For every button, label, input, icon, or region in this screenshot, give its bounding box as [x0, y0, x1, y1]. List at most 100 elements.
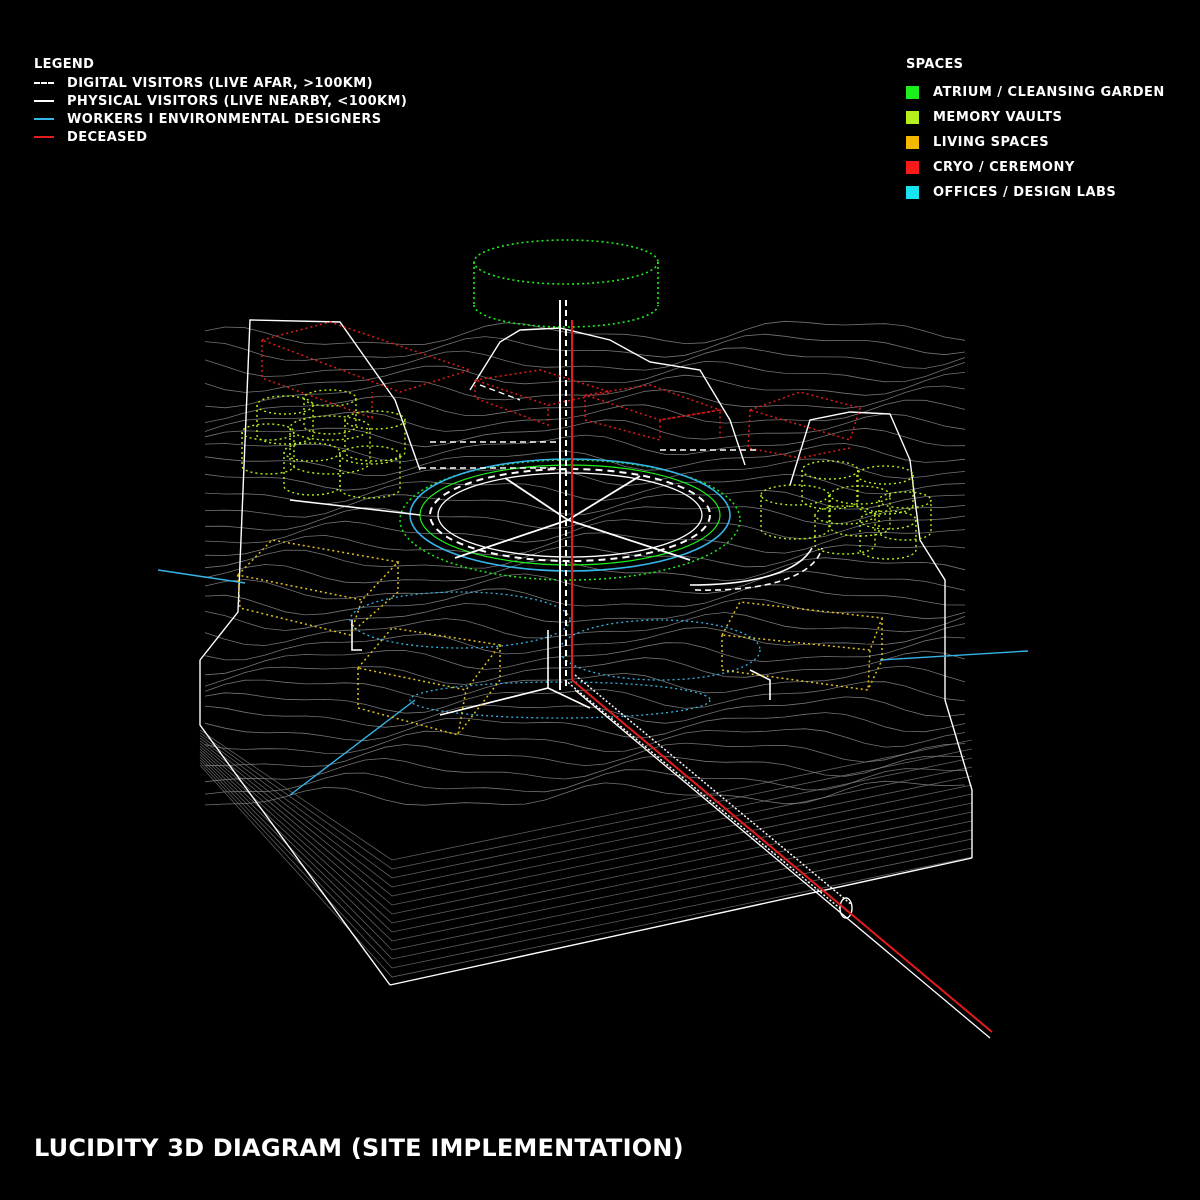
vault-cylinder-body: [344, 420, 406, 462]
atrium-color-swatch: [906, 86, 919, 99]
contour-line: [204, 636, 966, 676]
physical-visitor-paths: [289, 499, 823, 716]
workers-lower-ring-left: [349, 591, 571, 649]
cryo-box-right-side: [747, 409, 851, 459]
digital-visitor-paths: [420, 384, 760, 469]
atrium-cylinder-base: [473, 304, 659, 328]
atrium-rings: [399, 458, 741, 581]
contour-line: [204, 489, 966, 518]
contour-line: [204, 505, 966, 531]
base-layer-line: [199, 759, 973, 960]
terrain-right-peak: [789, 411, 973, 858]
base-layer-line: [199, 745, 973, 915]
vault-cylinder-body: [801, 470, 859, 510]
atrium-spokes: [454, 475, 691, 561]
legend-item-label: DECEASED: [67, 129, 148, 145]
contour-line: [204, 360, 966, 393]
path-stub-left: [351, 620, 362, 651]
base-layer-line: [199, 751, 973, 933]
cryo-volumes: [259, 321, 861, 459]
worker-routes: [157, 569, 1029, 796]
living-spaces-color-swatch: [906, 136, 919, 149]
terrain-left-silhouette: [199, 319, 421, 661]
living-box-center-top: [356, 627, 502, 691]
base-layer-line: [199, 740, 973, 897]
legend-item-label: PHYSICAL VISITORS (LIVE NEARBY, <100KM): [67, 93, 408, 109]
vault-cylinder-top: [829, 485, 891, 505]
living-box-left-side: [237, 574, 363, 636]
cryo-box-left-top: [259, 321, 473, 393]
worker-route-left: [157, 569, 246, 584]
spaces-heading: SPACES: [906, 57, 964, 72]
spoke: [567, 519, 691, 561]
contour-line: [204, 612, 966, 646]
spoke: [454, 519, 569, 559]
vault-cylinder-body: [859, 520, 917, 560]
contour-line: [204, 665, 966, 700]
living-box-center-side: [357, 668, 467, 736]
vault-cylinder-top: [303, 389, 357, 407]
contour-line: [204, 696, 966, 728]
vault-cylinder-body: [303, 398, 357, 435]
contour-line: [204, 320, 966, 346]
contour-line: [204, 473, 966, 505]
atrium-ring-middle: [419, 464, 721, 566]
blue-line-swatch: [34, 118, 54, 120]
deceased-route: [571, 679, 993, 1033]
space-item-label: LIVING SPACES: [933, 135, 1050, 150]
vault-cylinder-body: [760, 495, 830, 540]
path-right-arc-outer: [694, 547, 823, 591]
vault-cylinder-top: [339, 445, 401, 465]
workers-lower-ring-bottom: [409, 681, 711, 719]
terrain-center-peak: [469, 327, 746, 466]
tunnel-edge: [574, 674, 853, 906]
red-line-swatch: [34, 136, 54, 138]
space-item-offices: OFFICES / DESIGN LABS: [906, 180, 1165, 205]
legend-item-label: WORKERS I ENVIRONMENTAL DESIGNERS: [67, 111, 382, 127]
space-item-atrium: ATRIUM / CLEANSING GARDEN: [906, 80, 1165, 105]
solid-white-line-swatch: [34, 100, 54, 102]
workers-lower-ring-right: [559, 619, 761, 681]
path-lower-right: [547, 687, 591, 709]
base-layer-line: [199, 735, 973, 879]
space-item-label: MEMORY VAULTS: [933, 110, 1063, 125]
contour-line: [204, 399, 966, 432]
tunnel-edge: [564, 679, 843, 911]
contour-line: [204, 557, 966, 584]
base-layer-line: [199, 743, 973, 906]
vault-cylinder-top: [801, 460, 859, 480]
cryo-box-left-side: [261, 340, 373, 420]
worker-route-right: [879, 650, 1029, 661]
living-spaces: [236, 539, 884, 736]
visitor-route: [574, 689, 991, 1039]
contour-line: [204, 623, 966, 661]
legend-item-digital-visitors: DIGITAL VISITORS (LIVE AFAR, >100KM): [34, 74, 407, 92]
base-layer-line: [199, 729, 973, 861]
contour-line: [204, 427, 966, 462]
terrain-left-edge: [199, 660, 391, 986]
central-shaft: [559, 300, 573, 690]
cryo-box-center-right-side: [584, 395, 721, 441]
terrain-contours: [204, 320, 966, 806]
legend-item-label: DIGITAL VISITORS (LIVE AFAR, >100KM): [67, 75, 373, 91]
contour-line: [204, 728, 966, 754]
atrium-ring-outer: [399, 459, 741, 581]
contour-line: [204, 544, 966, 569]
contour-line: [204, 584, 966, 616]
legend-heading: LEGEND: [34, 57, 95, 72]
contour-line: [204, 347, 966, 377]
space-item-living: LIVING SPACES: [906, 130, 1165, 155]
space-item-label: OFFICES / DESIGN LABS: [933, 185, 1117, 200]
base-layer-line: [199, 762, 973, 969]
contour-line: [204, 712, 966, 742]
legend: LEGEND DIGITAL VISITORS (LIVE AFAR, >100…: [34, 56, 407, 146]
offices-color-swatch: [906, 186, 919, 199]
vault-cylinder-body: [256, 405, 314, 445]
memory-vaults-color-swatch: [906, 111, 919, 124]
contour-line: [204, 458, 966, 491]
contour-line: [204, 755, 966, 783]
contour-line: [204, 413, 966, 448]
contour-line: [204, 443, 966, 477]
spaces-key: SPACES ATRIUM / CLEANSING GARDEN MEMORY …: [906, 56, 1165, 205]
living-box-right-top: [720, 601, 884, 651]
